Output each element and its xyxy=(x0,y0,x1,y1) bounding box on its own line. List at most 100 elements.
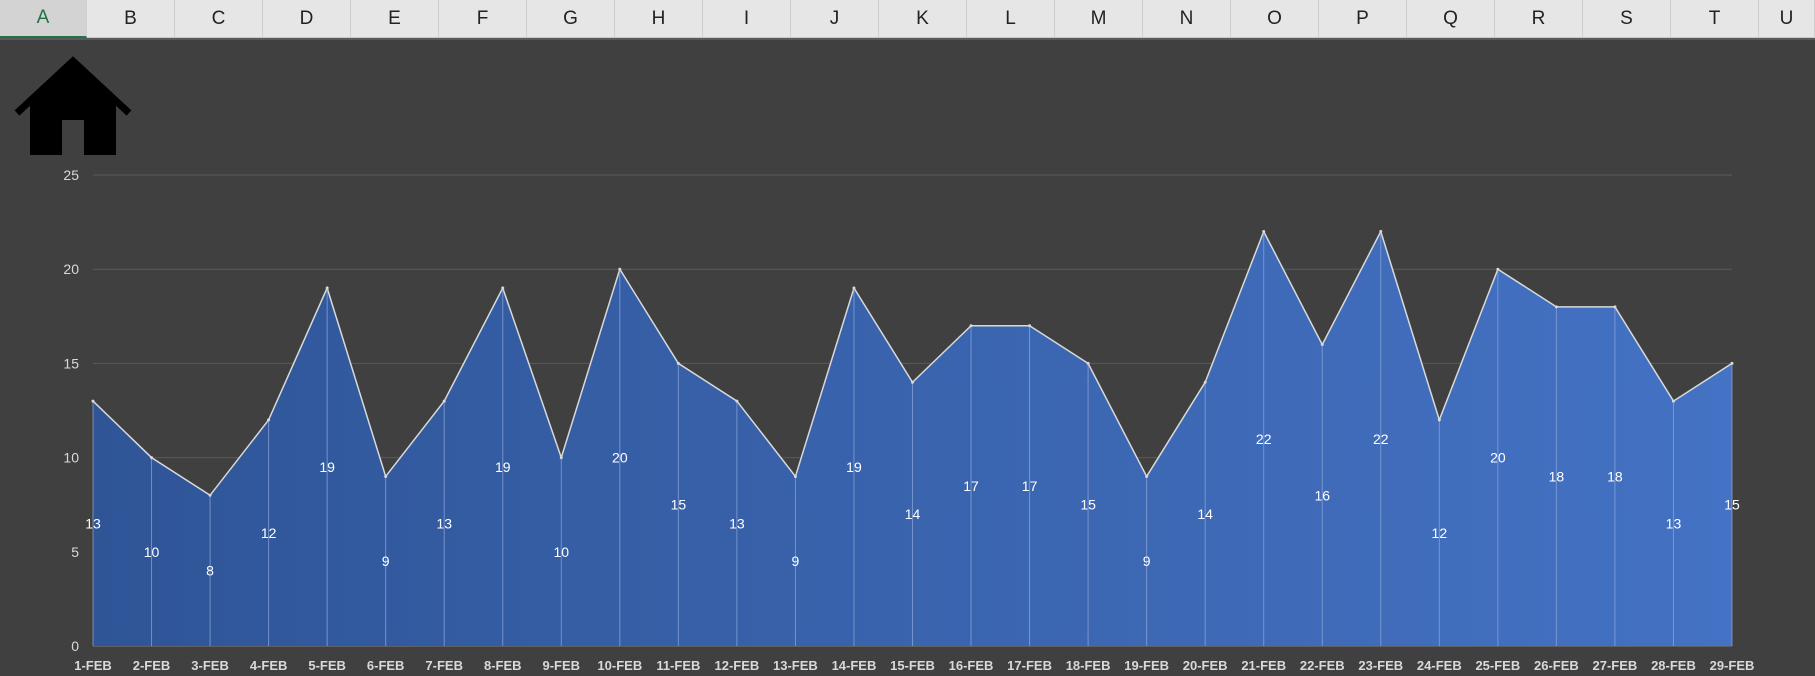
x-tick-label: 25-FEB xyxy=(1475,658,1520,673)
data-label: 16 xyxy=(1314,487,1330,503)
data-point xyxy=(1496,267,1500,271)
home-button[interactable] xyxy=(14,55,132,157)
data-point xyxy=(1262,230,1266,234)
data-label: 22 xyxy=(1256,431,1272,447)
column-header-j[interactable]: J xyxy=(791,0,879,38)
x-tick-label: 14-FEB xyxy=(832,658,877,673)
data-label: 8 xyxy=(206,563,214,579)
x-tick-label: 4-FEB xyxy=(250,658,288,673)
data-point xyxy=(1554,305,1558,309)
data-point xyxy=(1437,418,1441,422)
x-tick-label: 12-FEB xyxy=(714,658,759,673)
column-header-m[interactable]: M xyxy=(1055,0,1143,38)
x-tick-label: 19-FEB xyxy=(1124,658,1169,673)
column-header-e[interactable]: E xyxy=(351,0,439,38)
data-point xyxy=(208,493,212,497)
x-tick-label: 27-FEB xyxy=(1593,658,1638,673)
x-tick-label: 5-FEB xyxy=(308,658,346,673)
x-tick-label: 8-FEB xyxy=(484,658,522,673)
data-label: 20 xyxy=(1490,450,1506,466)
data-label: 9 xyxy=(382,553,390,569)
data-label: 12 xyxy=(261,525,277,541)
data-label: 13 xyxy=(1666,516,1682,532)
data-point xyxy=(618,267,622,271)
y-tick-label: 20 xyxy=(63,261,79,277)
column-header-s[interactable]: S xyxy=(1583,0,1671,38)
column-header-t[interactable]: T xyxy=(1671,0,1759,38)
column-header-r[interactable]: R xyxy=(1495,0,1583,38)
data-label: 15 xyxy=(1724,497,1740,513)
column-header-i[interactable]: I xyxy=(703,0,791,38)
column-header-l[interactable]: L xyxy=(967,0,1055,38)
x-tick-label: 23-FEB xyxy=(1358,658,1403,673)
x-tick-label: 22-FEB xyxy=(1300,658,1345,673)
data-label: 17 xyxy=(1022,478,1038,494)
data-label: 14 xyxy=(1197,506,1213,522)
data-label: 17 xyxy=(963,478,979,494)
data-label: 18 xyxy=(1607,468,1623,484)
column-header-c[interactable]: C xyxy=(175,0,263,38)
data-point xyxy=(501,286,505,290)
data-point xyxy=(1145,474,1149,478)
data-label: 20 xyxy=(612,450,628,466)
column-header-p[interactable]: P xyxy=(1319,0,1407,38)
x-tick-label: 13-FEB xyxy=(773,658,818,673)
x-tick-label: 24-FEB xyxy=(1417,658,1462,673)
column-header-q[interactable]: Q xyxy=(1407,0,1495,38)
x-tick-label: 1-FEB xyxy=(74,658,112,673)
data-point xyxy=(325,286,329,290)
y-tick-label: 5 xyxy=(71,544,79,560)
data-point xyxy=(1028,324,1032,328)
data-point xyxy=(1613,305,1617,309)
data-point xyxy=(1671,399,1675,403)
data-label: 9 xyxy=(792,553,800,569)
x-tick-label: 17-FEB xyxy=(1007,658,1052,673)
data-label: 19 xyxy=(495,459,511,475)
data-point xyxy=(267,418,271,422)
data-point xyxy=(911,380,914,384)
y-tick-label: 10 xyxy=(63,450,79,466)
data-point xyxy=(1730,361,1734,365)
data-label: 19 xyxy=(319,459,335,475)
data-label: 15 xyxy=(1080,497,1096,513)
data-label: 13 xyxy=(85,516,101,532)
x-tick-label: 15-FEB xyxy=(890,658,935,673)
data-point xyxy=(1320,343,1324,347)
column-header-h[interactable]: H xyxy=(615,0,703,38)
data-point xyxy=(559,456,563,460)
y-tick-label: 15 xyxy=(63,355,79,371)
sheet-top-edge xyxy=(0,38,1815,40)
data-label: 10 xyxy=(553,544,569,560)
data-label: 22 xyxy=(1373,431,1389,447)
column-header-k[interactable]: K xyxy=(879,0,967,38)
data-label: 10 xyxy=(144,544,160,560)
column-header-f[interactable]: F xyxy=(439,0,527,38)
data-point xyxy=(676,361,680,365)
column-header-g[interactable]: G xyxy=(527,0,615,38)
x-tick-label: 29-FEB xyxy=(1710,658,1755,673)
x-tick-label: 9-FEB xyxy=(543,658,581,673)
data-point xyxy=(793,474,797,478)
column-header-a[interactable]: A xyxy=(0,0,87,38)
column-header-d[interactable]: D xyxy=(263,0,351,38)
data-label: 19 xyxy=(846,459,862,475)
column-header-b[interactable]: B xyxy=(87,0,175,38)
x-tick-label: 3-FEB xyxy=(191,658,229,673)
data-point xyxy=(852,286,856,290)
data-point xyxy=(442,399,446,403)
column-header-n[interactable]: N xyxy=(1143,0,1231,38)
data-label: 18 xyxy=(1549,468,1565,484)
data-label: 13 xyxy=(729,516,745,532)
x-tick-label: 18-FEB xyxy=(1066,658,1111,673)
data-label: 12 xyxy=(1432,525,1448,541)
x-tick-label: 6-FEB xyxy=(367,658,405,673)
data-label: 9 xyxy=(1143,553,1151,569)
x-tick-label: 2-FEB xyxy=(133,658,171,673)
data-point xyxy=(1379,230,1383,234)
y-tick-label: 25 xyxy=(63,167,79,183)
data-point xyxy=(735,399,739,403)
data-label: 15 xyxy=(671,497,687,513)
column-header-o[interactable]: O xyxy=(1231,0,1319,38)
x-tick-label: 11-FEB xyxy=(656,658,700,673)
